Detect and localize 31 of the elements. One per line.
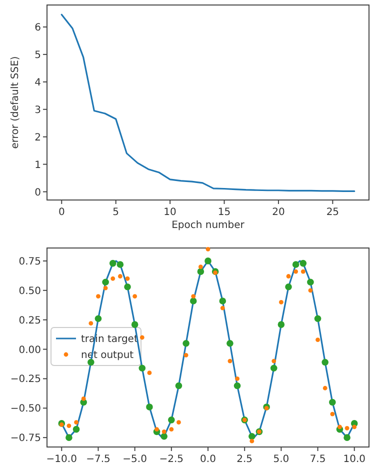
x-tick-label: 10.0 — [343, 454, 366, 465]
x-axis-title: Epoch number — [172, 220, 246, 231]
x-tick-label: 10 — [164, 207, 176, 218]
y-tick-label: −0.75 — [10, 433, 41, 444]
x-tick-label: 7.5 — [310, 454, 326, 465]
y-tick-label: 4 — [34, 77, 41, 88]
y-tick-label: 3 — [34, 104, 41, 116]
y-tick-label: 6 — [34, 22, 41, 34]
y-tick-label: 0.75 — [18, 256, 41, 268]
y-tick-label: 0.25 — [18, 315, 41, 326]
x-tick-label: −7.5 — [86, 454, 110, 465]
x-tick-label: 15 — [218, 207, 231, 218]
x-tick-label: −5.0 — [122, 454, 147, 465]
x-tick-label: −10.0 — [46, 454, 77, 465]
x-tick-label: 5.0 — [273, 454, 290, 465]
x-tick-label: 0.0 — [200, 454, 216, 465]
x-tick-label: 2.5 — [236, 454, 253, 465]
x-tick-label: 25 — [326, 207, 340, 218]
y-tick-label: 2 — [34, 132, 41, 144]
x-tick-label: 5 — [112, 207, 120, 218]
y-axis-title: error (default SSE) — [10, 56, 21, 149]
x-tick-label: 20 — [272, 207, 285, 218]
y-tick-label: 0 — [34, 187, 41, 198]
y-tick-label: −0.50 — [10, 404, 41, 415]
y-tick-label: 1 — [34, 160, 41, 171]
y-tick-label: 5 — [34, 50, 41, 61]
y-tick-label: 0.50 — [18, 286, 41, 297]
y-tick-label: −0.25 — [10, 374, 41, 386]
x-tick-label: −2.5 — [159, 454, 184, 465]
y-tick-label: 0.00 — [18, 344, 41, 356]
x-tick-label: 0 — [58, 207, 65, 218]
